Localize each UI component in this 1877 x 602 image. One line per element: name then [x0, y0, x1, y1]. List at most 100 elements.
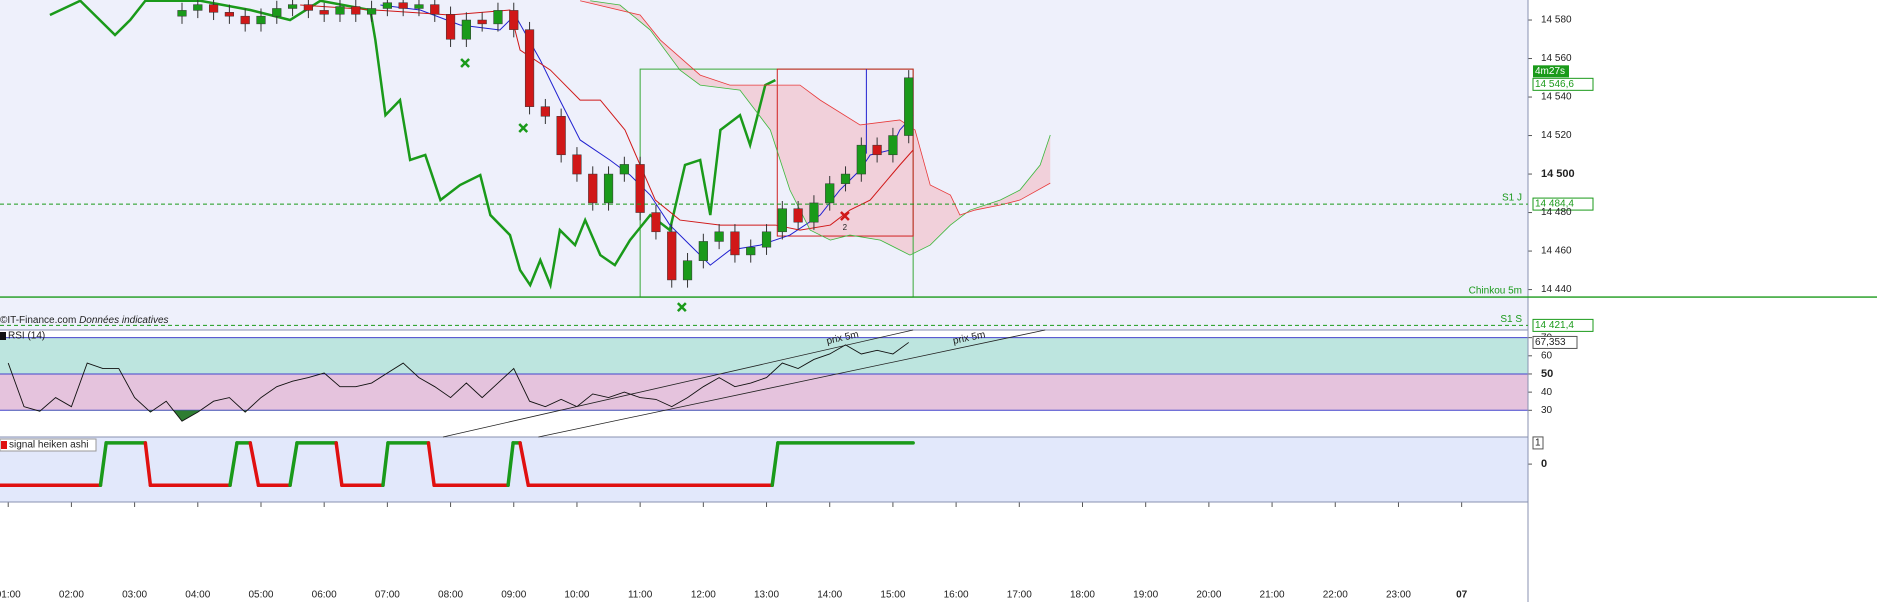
- rsi-oversold-fill: [36, 410, 248, 422]
- axes: 14 484,4 14 421,4 14 440 14 460 14 480 14 500…: [0, 15, 1594, 601]
- candle-body: [208, 4, 219, 13]
- y-tick-label: 14 500: [1541, 168, 1575, 180]
- candle-body: [840, 173, 851, 184]
- y-tick-label: 50: [1541, 368, 1553, 380]
- candle-body: [714, 231, 724, 242]
- candle-body: [272, 8, 282, 17]
- x-tick-label: 16:00: [944, 590, 969, 601]
- signal-segment: [248, 441, 261, 488]
- candle-body: [287, 4, 298, 9]
- value-box: [1532, 335, 1578, 349]
- x-tick-label: 19:00: [1133, 590, 1158, 601]
- candle-body: [888, 135, 898, 156]
- y-tick-label: 14 460: [1541, 246, 1572, 257]
- level-label: S1 S: [1500, 314, 1522, 325]
- x-tick-label: 02:00: [59, 590, 84, 601]
- signal-segment: [770, 441, 780, 488]
- x-tick-label: 09:00: [501, 590, 526, 601]
- candle-body: [635, 164, 645, 213]
- last-price: 14 546,6: [1535, 79, 1574, 90]
- rsi-zone: [0, 337, 1528, 374]
- signal-segment: [143, 441, 153, 488]
- cloud: [580, 0, 1051, 256]
- candle-body: [667, 231, 677, 281]
- panel-title: signal heiken ashi: [9, 440, 89, 451]
- candle-body: [761, 231, 772, 248]
- countdown: 4m27s: [1535, 66, 1565, 77]
- signal-segment: [506, 441, 515, 488]
- y-tick-label: 14 440: [1541, 284, 1572, 295]
- x-tick-label: 14:00: [817, 590, 842, 601]
- level-label: S1 J: [1502, 193, 1522, 204]
- signal-segment: [288, 441, 299, 488]
- indicator-line: [300, 4, 914, 231]
- indicator-line: [580, 0, 1051, 216]
- level-value: 14 421,4: [1535, 320, 1574, 331]
- candle-body: [556, 116, 566, 156]
- candle-body: [856, 144, 866, 175]
- x-tick-label: 04:00: [185, 590, 210, 601]
- candle-body: [904, 77, 914, 136]
- y-tick-label: 14 520: [1541, 130, 1572, 141]
- indicator-line: [49, 0, 776, 290]
- candle-body: [540, 106, 550, 117]
- candle-body: [793, 208, 803, 223]
- price-panel: [0, 0, 1528, 330]
- x-tick-label: 10:00: [564, 590, 589, 601]
- rsi-plot: [0, 337, 1528, 422]
- candle-body: [619, 164, 629, 175]
- candle-body: [303, 4, 313, 11]
- candle-body: [430, 4, 440, 15]
- level-label: Chinkou 5m: [1469, 286, 1522, 297]
- candle-body: [651, 212, 661, 233]
- candle-body: [698, 241, 708, 261]
- signal-segment: [381, 441, 390, 488]
- y-tick-label: 0: [1541, 458, 1547, 470]
- x-tick-label: 13:00: [754, 590, 779, 601]
- x-tick-label: 11:00: [628, 590, 653, 601]
- last-value: 67,353: [1535, 337, 1566, 348]
- candle-body: [414, 4, 424, 9]
- signal-segment: [334, 441, 344, 488]
- candle-body: [746, 246, 756, 256]
- candle-body: [224, 12, 234, 17]
- y-tick-label: 40: [1541, 387, 1553, 398]
- x-tick-label: 20:00: [1196, 590, 1221, 601]
- candle-body: [461, 19, 471, 40]
- signal-segment: [98, 441, 108, 488]
- rsi-line: [7, 342, 909, 422]
- candle-body: [572, 154, 582, 175]
- y-tick-label: 14 540: [1541, 92, 1572, 103]
- x-tick-label: 07:00: [375, 590, 400, 601]
- candle-body: [335, 6, 345, 15]
- signal-marker: [676, 302, 687, 312]
- signal-segment: [228, 441, 239, 488]
- x-tick-label: 07: [1456, 590, 1468, 601]
- candle-body: [777, 208, 787, 233]
- x-tick-label: 17:00: [1007, 590, 1032, 601]
- title-swatch: [1, 441, 7, 449]
- price-box: [1532, 77, 1594, 91]
- marker-label: 2: [843, 223, 848, 232]
- trend-line: [442, 329, 914, 438]
- signal-marker: [518, 123, 529, 133]
- signal-segment: [426, 441, 436, 488]
- rsi-zone: [0, 373, 1528, 411]
- signal-marker: [460, 58, 470, 68]
- x-tick-label: 03:00: [122, 590, 147, 601]
- source-note: Données indicatives: [79, 315, 169, 326]
- candle-body: [319, 10, 329, 15]
- candle-body: [524, 29, 535, 107]
- y-tick-label: 14 580: [1541, 15, 1572, 26]
- candle-body: [477, 19, 487, 25]
- candle-body: [177, 10, 187, 17]
- x-tick-label: 06:00: [312, 590, 337, 601]
- candle-body: [256, 15, 266, 25]
- indicator-line: [590, 0, 1051, 256]
- candle-body: [240, 15, 250, 25]
- last-value: 1: [1535, 438, 1541, 449]
- signal-segment: [518, 441, 531, 488]
- source-text: ©IT-Finance.com: [0, 315, 76, 326]
- signal-marker: [840, 211, 850, 221]
- level-value: 14 484,4: [1535, 199, 1574, 210]
